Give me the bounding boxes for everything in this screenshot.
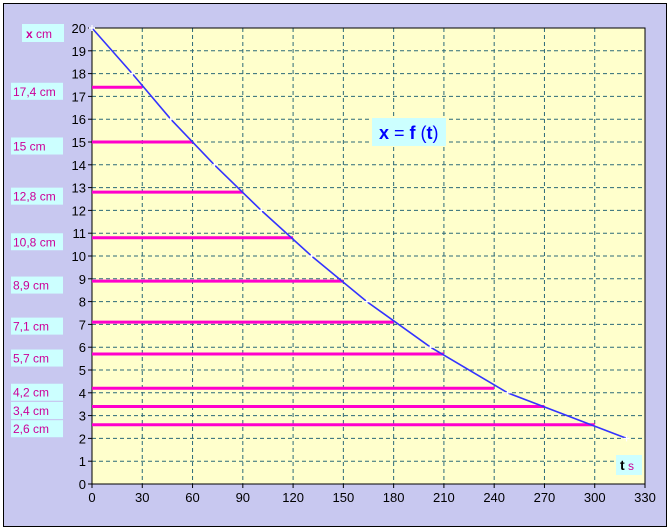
data-point [258,207,265,214]
y-tick-label: 12 [72,203,86,218]
marker-label-box [11,349,63,367]
data-point [167,116,174,123]
y-axis-label-symbol: x [26,27,33,41]
x-tick-label: 0 [88,490,95,505]
data-point [89,25,95,31]
y-tick-label: 19 [72,44,86,59]
data-point [129,70,136,77]
y-tick-label: 14 [72,158,86,173]
x-axis-label-unit: s [625,459,634,473]
data-point [363,298,370,305]
marker-label: 3,4 cm [11,401,63,419]
chart-title-part: ( [416,123,427,143]
x-tick-label: 330 [634,490,656,505]
marker-label: 7,1 cm [11,317,63,335]
y-tick-label: 11 [73,226,87,241]
marker-label-text: 10,8 cm [13,235,56,249]
chart-title-part: t [427,123,433,143]
x-tick-label: 150 [333,490,355,505]
marker-label: 10,8 cm [11,233,63,251]
marker-label-box [11,401,63,419]
chart-title-text: x = f (t) [379,123,439,143]
marker-label: 5,7 cm [11,349,63,367]
x-tick-label: 120 [282,490,304,505]
data-point [308,253,315,259]
y-tick-label: 15 [72,135,86,150]
marker-label-text: 17,4 cm [13,85,56,99]
data-point [623,435,630,442]
data-point [427,344,434,351]
y-tick-label: 2 [79,431,86,446]
marker-label-box [11,276,63,294]
y-tick-label: 5 [79,363,86,378]
x-axis-label: t s [616,455,642,475]
marker-label-box [11,420,63,438]
y-axis-label-text: x cm [26,27,52,41]
x-tick-label: 180 [383,490,405,505]
y-tick-label: 6 [79,340,86,355]
y-axis-label: x cm [22,24,64,42]
grid [92,27,646,484]
marker-label-text: 8,9 cm [13,279,49,293]
y-tick-label: 8 [79,295,86,310]
marker-label-text: 4,2 cm [13,386,49,400]
x-tick-label: 240 [483,490,505,505]
marker-label-text: 15 cm [13,140,46,154]
x-tick-label: 90 [236,490,250,505]
data-point [504,389,511,396]
y-tick-label: 3 [79,409,86,424]
chart-title: x = f (t) [372,118,446,146]
marker-label: 2,6 cm [11,420,63,438]
marker-label-text: 5,7 cm [13,352,49,366]
marker-label-box [11,233,63,251]
x-axis-label-text: t s [620,457,634,473]
y-tick-label: 7 [79,317,86,332]
marker-label: 15 cm [11,137,63,155]
marker-label-box [11,82,63,100]
y-tick-label: 17 [72,89,86,104]
x-axis-label-symbol: t [620,457,625,473]
marker-label-box [11,137,63,155]
y-tick-label: 13 [72,181,86,196]
marker-label-box [11,317,63,335]
y-tick-label: 16 [72,112,86,127]
x-tick-label: 60 [185,490,199,505]
y-tick-label: 10 [72,249,86,264]
y-tick-label: 0 [79,477,86,492]
marker-label-box [11,383,63,401]
x-tick-label: 300 [584,490,606,505]
marker-label: 12,8 cm [11,187,63,205]
x-tick-label: 270 [534,490,556,505]
y-tick-label: 1 [79,454,86,469]
x-axis-label-box [616,455,642,475]
marker-label-text: 7,1 cm [13,320,49,334]
marker-label: 17,4 cm [11,82,63,100]
chart-title-part: = [389,123,410,143]
marker-label: 8,9 cm [11,276,63,294]
y-axis-label-box [22,24,64,42]
y-axis-label-unit: cm [33,27,52,41]
marker-label-box [11,187,63,205]
chart-title-box [372,118,446,146]
series-line [91,27,627,440]
y-tick-label: 20 [72,21,86,36]
marker-label-text: 2,6 cm [13,422,49,436]
y-tick-label: 9 [79,272,86,287]
x-tick-label: 30 [135,490,149,505]
y-tick-label: 4 [79,386,86,401]
x-tick-label: 210 [433,490,455,505]
y-tick-label: 18 [72,67,86,82]
chart-title-part: f [410,123,417,143]
marker-label-text: 3,4 cm [13,404,49,418]
data-point [211,161,218,168]
marker-label: 4,2 cm [11,383,63,401]
chart-title-part: ) [433,123,439,143]
chart-title-part: x [379,123,389,143]
marker-label-text: 12,8 cm [13,190,56,204]
